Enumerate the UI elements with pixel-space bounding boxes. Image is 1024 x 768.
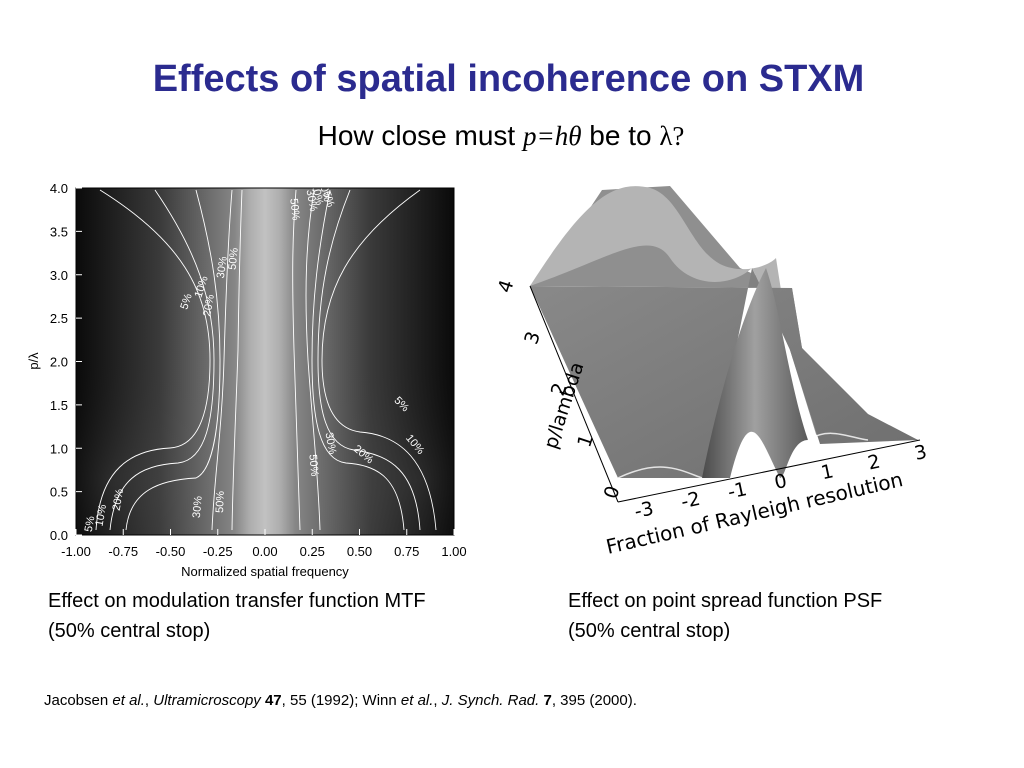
y-tick-label: 0.0: [50, 528, 68, 543]
x-tick-label: -0.75: [108, 544, 138, 559]
contour-right-mid: [317, 189, 421, 531]
contour-left-outer: [95, 189, 211, 531]
caption-right-line1: Effect on point spread function PSF: [568, 590, 883, 612]
surface-ring-right: [807, 432, 869, 441]
subtitle-question: ?: [672, 121, 685, 151]
x-tick-label: 0.00: [252, 544, 277, 559]
surface-central-peak: [702, 268, 808, 478]
ref-part: et al.: [112, 692, 145, 709]
ref-volume-2: 7: [543, 692, 552, 709]
caption-left: Effect on modulation transfer function M…: [48, 586, 426, 646]
contour-label: 30%: [323, 432, 339, 456]
y-tick-label: 1.0: [50, 441, 68, 456]
subtitle-lambda: λ: [659, 121, 673, 151]
ref-part: ,: [433, 692, 442, 709]
contour-label: 10%: [94, 503, 110, 527]
contour-label: 50%: [227, 247, 241, 270]
surface-front: [530, 268, 918, 478]
caption-left-line1: Effect on modulation transfer function M…: [48, 590, 426, 612]
surface-ridge-back: [530, 186, 790, 348]
contour-right-30: [305, 189, 321, 531]
contour-label-layer: 5%10%20% 30% 50%5%10%20%30%50%50% 30%20%10%…: [83, 182, 427, 533]
contour-left-inner: [125, 189, 221, 531]
y-tick-label: 3.5: [50, 224, 68, 239]
mtf-xlabel: Normalized spatial frequency: [181, 564, 349, 579]
ref-part: , 395 (2000).: [551, 692, 637, 709]
psf-x-tick-label: -3: [632, 497, 655, 522]
caption-right: Effect on point spread function PSF (50%…: [568, 586, 882, 646]
contour-lines: [95, 189, 437, 531]
contour-right-50: [292, 189, 301, 531]
y-tick-label: 2.0: [50, 355, 68, 370]
contour-label: 20%: [309, 182, 325, 206]
contour-label: 30%: [215, 255, 230, 279]
reference-citation: Jacobsen et al., Ultramicroscopy 47, 55 …: [44, 692, 637, 709]
psf-x-tick-label: -1: [726, 478, 749, 503]
x-tick-label: 0.50: [347, 544, 372, 559]
caption-left-line2: (50% central stop): [48, 620, 211, 642]
x-tick-label: -1.00: [61, 544, 91, 559]
contour-label: 30%: [304, 189, 320, 213]
contour-label: 50%: [306, 454, 320, 477]
psf-y-tick-label: 4: [494, 277, 519, 295]
psf-x-tick-label: 0: [772, 470, 788, 494]
psf-y-tick-label: 1: [573, 432, 598, 450]
x-tick-label: 0.25: [300, 544, 325, 559]
ref-part: , 55 (1992); Winn: [281, 692, 401, 709]
x-tick-label: -0.50: [156, 544, 186, 559]
subtitle-equation: p=hθ: [523, 121, 582, 151]
surface-ring-left: [617, 466, 703, 479]
y-tick-label: 4.0: [50, 181, 68, 196]
mtf-ylabel: p/λ: [26, 352, 41, 370]
ref-part: et al.: [400, 692, 434, 709]
ref-part: ,: [144, 692, 154, 709]
contour-label: 5%: [83, 515, 98, 533]
central-band: [76, 188, 454, 535]
contour-label: 5%: [178, 292, 194, 311]
contour-left-mid: [109, 189, 215, 531]
slide-title: Effects of spatial incoherence on STXM: [152, 58, 865, 100]
caption-right-line2: (50% central stop): [568, 620, 731, 642]
subtitle-mid: be to: [581, 120, 660, 151]
contour-label: 5%: [320, 190, 336, 209]
contour-left-50: [231, 189, 243, 531]
ref-journal-2: J. Synch. Rad.: [441, 692, 540, 709]
psf-x-tick-label: 2: [866, 451, 882, 475]
mtf-contour-chart: 5%10%20% 30% 50%5%10%20%30%50%50% 30%20%10%…: [26, 181, 467, 579]
contour-label: 20%: [111, 488, 127, 512]
y-tick-label: 3.0: [50, 268, 68, 283]
ref-journal-1: Ultramicroscopy: [153, 692, 261, 709]
psf-y-tick-label: 0: [600, 483, 625, 501]
psf-y-axis-line: [529, 285, 619, 503]
contour-label: 30%: [191, 495, 205, 518]
y-tick-label: 0.5: [50, 485, 68, 500]
mtf-axis-ticks: -1.00 -0.75 -0.50 -0.25 0.00 0.25 0.50 0.75 1.00…: [50, 181, 467, 559]
contour-label: 20%: [201, 293, 217, 317]
x-tick-label: -0.25: [203, 544, 233, 559]
ref-part: Jacobsen: [44, 692, 113, 709]
psf-x-tick-label: 3: [912, 441, 928, 465]
contour-left-30: [211, 189, 233, 531]
y-tick-label: 1.5: [50, 398, 68, 413]
contour-label: 50%: [214, 491, 227, 514]
ref-volume-1: 47: [264, 692, 282, 709]
slide-subtitle: How close must p=hθ be to λ?: [0, 120, 1002, 152]
subtitle-prefix: How close must: [317, 120, 523, 151]
x-tick-label: 1.00: [441, 544, 466, 559]
x-tick-label: 0.75: [394, 544, 419, 559]
contour-label: 50%: [287, 198, 301, 221]
psf-x-tick-label: -2: [679, 488, 702, 513]
psf-x-axis-line: [617, 439, 921, 503]
psf-y-tick-label: 3: [520, 329, 545, 347]
contour-right-outer: [321, 189, 437, 531]
psf-x-tick-label: 1: [819, 460, 835, 484]
y-tick-label: 2.5: [50, 311, 68, 326]
contour-right-inner: [311, 189, 405, 531]
